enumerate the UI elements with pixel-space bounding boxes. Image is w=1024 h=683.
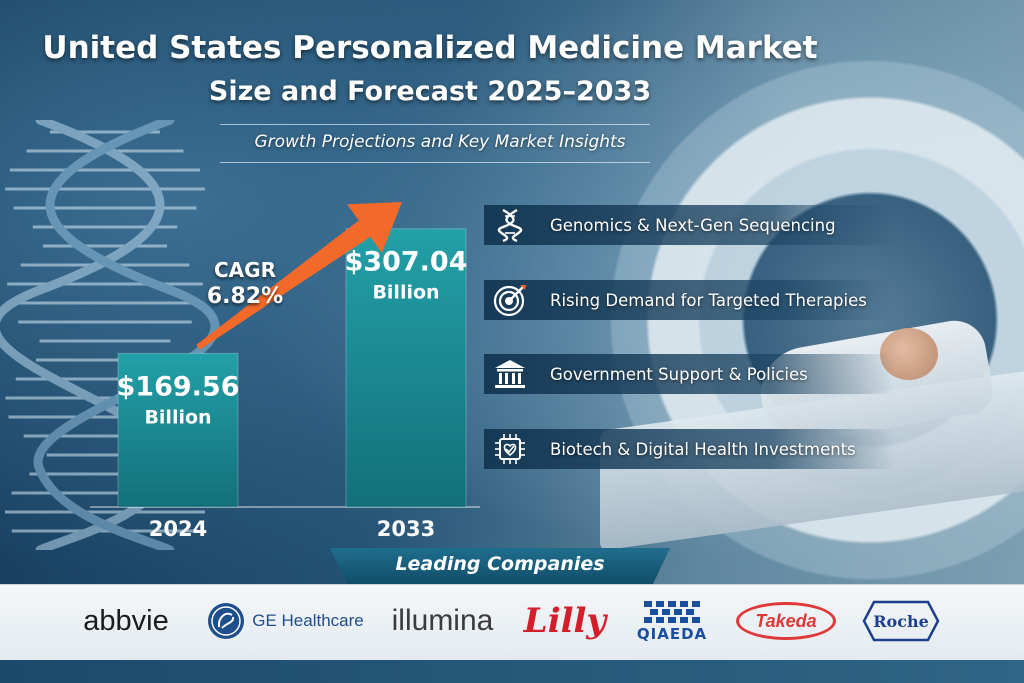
driver-label: Biotech & Digital Health Investments [550, 439, 856, 459]
bar-2033 [345, 228, 467, 508]
roche-hexagon-icon [862, 600, 940, 642]
government-building-icon [484, 354, 536, 394]
page-title-line2: Size and Forecast 2025–2033 [208, 76, 652, 107]
driver-label: Government Support & Policies [550, 364, 808, 384]
ge-healthcare-logo: GE Healthcare [200, 596, 370, 646]
bar-value-label: $307.04 [345, 247, 468, 278]
takeda-logo: Takeda [736, 596, 836, 646]
leading-companies-ribbon [330, 548, 670, 584]
bar-unit-label: Billion [144, 406, 211, 428]
qiaeda-grid-icon [644, 601, 700, 623]
growth-arrow-shaft [196, 220, 371, 350]
company-logo-band [0, 584, 1024, 660]
qiaeda-wordmark: QIAEDA [636, 625, 708, 643]
dna-icon [484, 205, 536, 245]
growth-arrow-head [347, 202, 402, 254]
driver-label: Genomics & Next-Gen Sequencing [550, 215, 836, 235]
driver-band [484, 205, 894, 245]
roche-logo: Roche [862, 596, 940, 646]
driver-band [484, 280, 894, 320]
title-divider-top [220, 124, 650, 125]
page-subtitle: Growth Projections and Key Market Insigh… [254, 132, 626, 152]
driver-government-support: Government Support & Policies [484, 354, 894, 394]
driver-biotech-investments: Biotech & Digital Health Investments [484, 429, 894, 469]
driver-label: Rising Demand for Targeted Therapies [550, 290, 867, 310]
bar-2024 [117, 352, 239, 508]
bar-unit-label: Billion [372, 282, 439, 304]
market-size-bar-chart: $169.56 Billion 2024 $307.04 Billion 2033 [90, 202, 480, 541]
ge-healthcare-wordmark: GE Healthcare [252, 611, 364, 630]
ge-monogram-icon [208, 603, 245, 639]
page-title: United States Personalized Medicine Mark… [42, 30, 818, 66]
abbvie-logo: abbvie [83, 604, 169, 637]
cagr-label: CAGR [214, 258, 276, 282]
illumina-logo: illumina [391, 604, 494, 637]
title-divider-bottom [220, 162, 650, 163]
bar-value-label: $169.56 [117, 371, 240, 402]
chip-heart-icon [484, 429, 536, 469]
takeda-wordmark: Takeda [736, 602, 836, 640]
driver-band [484, 429, 894, 469]
target-icon [484, 280, 536, 320]
lilly-logo: Lilly [523, 601, 607, 641]
x-tick-label: 2033 [377, 517, 435, 541]
x-tick-label: 2024 [149, 517, 207, 541]
driver-genomics: Genomics & Next-Gen Sequencing [484, 205, 894, 245]
driver-targeted-therapies: Rising Demand for Targeted Therapies [484, 280, 894, 320]
driver-band [484, 354, 894, 394]
cagr-value: 6.82% [206, 284, 284, 309]
qiaeda-logo: QIAEDA [632, 596, 712, 646]
roche-wordmark: Roche [873, 611, 929, 631]
footer-band [0, 660, 1024, 683]
leading-companies-heading: Leading Companies [395, 553, 605, 575]
